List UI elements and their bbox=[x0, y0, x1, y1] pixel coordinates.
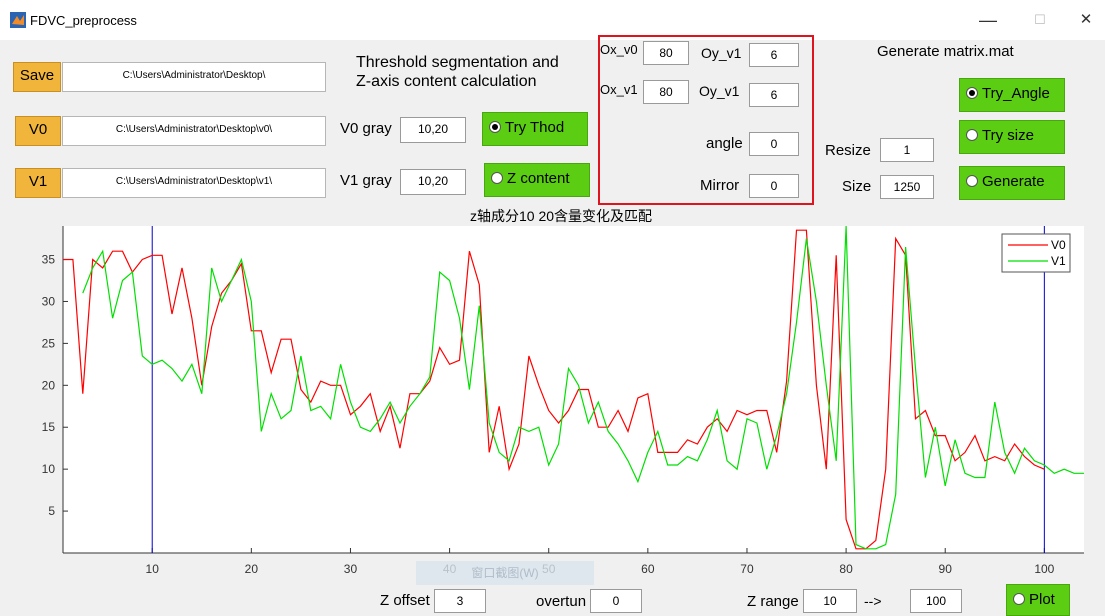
threshold-title-line1: Threshold segmentation and bbox=[356, 54, 559, 71]
minimize-button[interactable]: — bbox=[979, 10, 997, 30]
x-tick-label: 10 bbox=[146, 562, 160, 576]
x-tick-label: 90 bbox=[939, 562, 953, 576]
oy-v1-input-b[interactable]: 6 bbox=[749, 83, 799, 107]
radio-unselected-icon bbox=[966, 129, 978, 141]
v0-gray-input[interactable]: 10,20 bbox=[400, 117, 466, 143]
ox-v0-input[interactable]: 80 bbox=[643, 41, 689, 65]
plot-radio[interactable]: Plot bbox=[1006, 584, 1070, 616]
v1-path-field[interactable]: C:\Users\Administrator\Desktop\v1\ bbox=[62, 168, 326, 198]
radio-unselected-icon bbox=[966, 175, 978, 187]
ox-v0-label: Ox_v0 bbox=[600, 42, 638, 57]
v1-button[interactable]: V1 bbox=[15, 168, 61, 198]
x-tick-label: 20 bbox=[245, 562, 259, 576]
v1-gray-label: V1 gray bbox=[340, 172, 392, 189]
try-angle-label: Try_Angle bbox=[982, 85, 1050, 102]
generate-label: Generate bbox=[982, 173, 1045, 190]
radio-selected-icon bbox=[489, 121, 501, 133]
x-tick-label: 100 bbox=[1034, 562, 1054, 576]
y-tick-label: 15 bbox=[42, 420, 56, 434]
z-content-label: Z content bbox=[507, 170, 570, 187]
ox-v1-label: Ox_v1 bbox=[600, 82, 638, 97]
try-size-radio[interactable]: Try size bbox=[959, 120, 1065, 154]
save-path-field[interactable]: C:\Users\Administrator\Desktop\ bbox=[62, 62, 326, 92]
z-content-radio[interactable]: Z content bbox=[484, 163, 590, 197]
z-range-arrow: --> bbox=[864, 593, 882, 609]
title-bar bbox=[0, 0, 1105, 40]
legend-box bbox=[1001, 233, 1071, 273]
z-offset-input[interactable]: 3 bbox=[434, 589, 486, 613]
y-tick-label: 25 bbox=[42, 336, 56, 350]
try-thod-radio[interactable]: Try Thod bbox=[482, 112, 588, 146]
radio-selected-icon bbox=[966, 87, 978, 99]
plot-label: Plot bbox=[1029, 591, 1055, 608]
radio-unselected-icon bbox=[491, 172, 503, 184]
y-tick-label: 10 bbox=[42, 462, 56, 476]
overtun-input[interactable]: 0 bbox=[590, 589, 642, 613]
resize-label: Resize bbox=[825, 142, 871, 159]
chart-title: z轴成分10 20含量变化及匹配 bbox=[470, 208, 653, 224]
angle-label: angle bbox=[706, 135, 743, 152]
close-button[interactable]: ✕ bbox=[1079, 11, 1093, 28]
series-line-v0 bbox=[63, 229, 1045, 550]
y-tick-label: 30 bbox=[42, 294, 56, 308]
screenshot-overlay-tooltip: 窗口截图(W) bbox=[416, 561, 594, 585]
window-title: FDVC_preprocess bbox=[30, 13, 137, 28]
radio-unselected-icon bbox=[1013, 593, 1025, 605]
oy-v1-label-b: Oy_v1 bbox=[699, 83, 740, 99]
try-size-label: Try size bbox=[982, 127, 1034, 144]
v0-button[interactable]: V0 bbox=[15, 116, 61, 146]
mirror-input[interactable]: 0 bbox=[749, 174, 799, 198]
y-tick-label: 20 bbox=[42, 378, 56, 392]
legend-label: V1 bbox=[1051, 254, 1066, 268]
z-range-label: Z range bbox=[747, 593, 799, 610]
mirror-label: Mirror bbox=[700, 177, 740, 194]
ox-v1-input[interactable]: 80 bbox=[643, 80, 689, 104]
resize-input[interactable]: 1 bbox=[880, 138, 934, 162]
x-tick-label: 60 bbox=[641, 562, 655, 576]
generate-title: Generate matrix.mat bbox=[877, 43, 1014, 60]
y-tick-label: 5 bbox=[48, 504, 55, 518]
z-offset-label: Z offset bbox=[380, 592, 430, 609]
legend-label: V0 bbox=[1051, 238, 1066, 252]
size-label: Size bbox=[842, 178, 872, 195]
try-thod-label: Try Thod bbox=[505, 119, 565, 136]
oy-v1-label-a: Oy_v1 bbox=[701, 45, 742, 61]
angle-input[interactable]: 0 bbox=[749, 132, 799, 156]
x-tick-label: 70 bbox=[740, 562, 754, 576]
v1-gray-input[interactable]: 10,20 bbox=[400, 169, 466, 195]
save-button[interactable]: Save bbox=[13, 62, 61, 92]
x-tick-label: 80 bbox=[839, 562, 853, 576]
v0-path-field[interactable]: C:\Users\Administrator\Desktop\v0\ bbox=[62, 116, 326, 146]
try-angle-radio[interactable]: Try_Angle bbox=[959, 78, 1065, 112]
overtun-label: overtun bbox=[536, 593, 587, 610]
threshold-title-line2: Z-axis content calculation bbox=[356, 73, 537, 90]
offset-panel-highlight bbox=[598, 35, 814, 205]
y-tick-label: 35 bbox=[42, 253, 56, 267]
generate-radio[interactable]: Generate bbox=[959, 166, 1065, 200]
maximize-button[interactable]: ☐ bbox=[1034, 12, 1046, 27]
size-input[interactable]: 1250 bbox=[880, 175, 934, 199]
z-range-to-input[interactable]: 100 bbox=[910, 589, 962, 613]
series-line-v1 bbox=[82, 225, 1084, 550]
z-range-from-input[interactable]: 10 bbox=[803, 589, 857, 613]
x-tick-label: 30 bbox=[344, 562, 358, 576]
matlab-icon bbox=[10, 12, 26, 28]
oy-v1-input-a[interactable]: 6 bbox=[749, 43, 799, 67]
v0-gray-label: V0 gray bbox=[340, 120, 392, 137]
